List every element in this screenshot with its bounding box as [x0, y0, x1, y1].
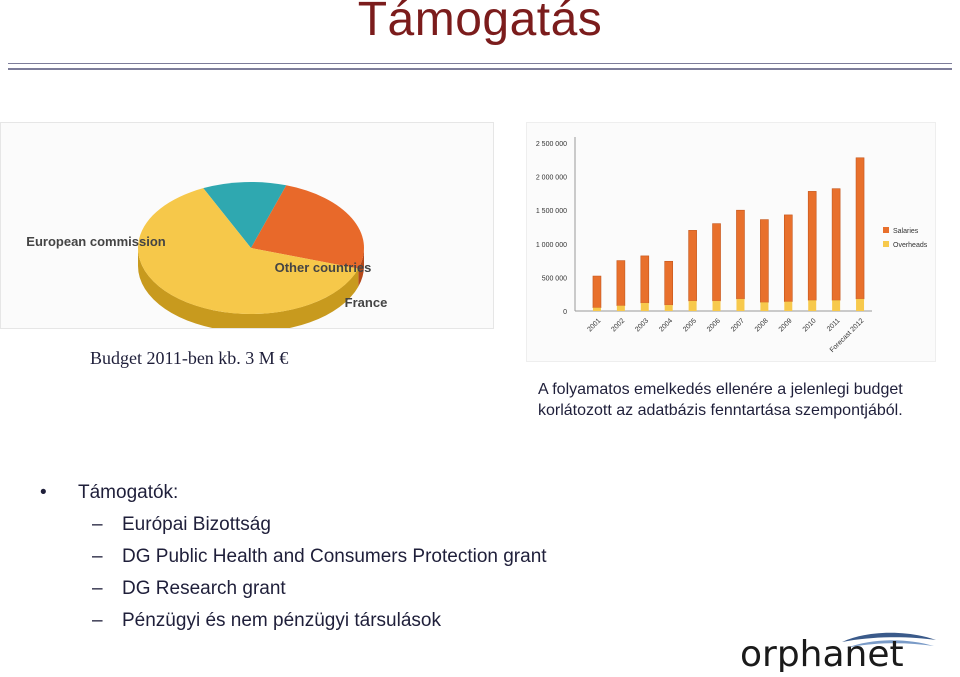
pie-label-france: France [345, 295, 388, 310]
budget-note: Budget 2011-ben kb. 3 M € [90, 348, 289, 368]
bar-overheads [760, 302, 769, 311]
bullet-marker: • [40, 482, 47, 503]
list-item: – Pénzügyi és nem pénzügyi társulások [40, 610, 547, 642]
logo-swoosh-light [846, 640, 934, 648]
bar-salaries [736, 209, 745, 300]
pie-chart-panel: Other countries European commission Fran… [0, 122, 494, 332]
bar-salaries [592, 275, 602, 308]
supporter-dg-sanco: DG Public Health and Consumers Protectio… [122, 546, 547, 567]
list-item: – Európai Bizottság [40, 514, 547, 546]
x-tick-label: 2011 [826, 317, 842, 333]
bar-salaries [855, 157, 865, 300]
bar-overheads [808, 300, 817, 311]
bar-overheads [784, 301, 793, 311]
supporter-ec: Európai Bizottság [122, 514, 271, 535]
x-tick-label: 2009 [778, 317, 794, 333]
supporters-list: • Támogatók: – Európai Bizottság – DG Pu… [40, 482, 547, 642]
bar-salaries [831, 188, 841, 301]
legend-label: Salaries [893, 228, 919, 235]
y-tick-label: 0 [563, 309, 567, 316]
legend-swatch [883, 227, 889, 233]
x-tick-label: 2001 [586, 317, 602, 333]
pie-label-other-1: Other countries [275, 260, 372, 275]
pie-label-ec: European commission [26, 234, 165, 249]
bar-overheads [616, 305, 625, 311]
bar-salaries [760, 219, 769, 303]
pie-slice-side [137, 248, 359, 332]
bar-overheads [688, 300, 697, 311]
dash-marker: – [92, 578, 103, 599]
y-tick-label: 500 000 [542, 275, 567, 282]
logo-text: orphanet [740, 634, 904, 672]
legend-swatch [883, 241, 889, 247]
y-tick-label: 2 000 000 [536, 175, 567, 182]
x-tick-label: 2008 [754, 317, 770, 333]
supporters-heading: Támogatók: [78, 482, 179, 503]
bar-salaries [664, 260, 674, 306]
bar-overheads [664, 304, 673, 311]
x-tick-label: 2007 [730, 317, 746, 333]
bar-salaries [688, 230, 697, 302]
orphanet-logo-icon: orphanet [740, 632, 936, 675]
y-tick-label: 1 500 000 [536, 208, 567, 215]
bar-overheads [640, 302, 649, 311]
dash-marker: – [92, 610, 103, 631]
x-tick-label: 2003 [634, 317, 650, 333]
bar-overheads [736, 298, 745, 311]
dash-marker: – [92, 546, 103, 567]
pie-slice [137, 188, 359, 314]
supporters-heading-row: • Támogatók: [40, 482, 547, 514]
y-tick-label: 1 000 000 [536, 242, 567, 249]
bar-salaries [616, 260, 626, 306]
bar-overheads [832, 300, 841, 311]
bar-overheads [856, 298, 865, 311]
list-item: – DG Public Health and Consumers Protect… [40, 546, 547, 578]
page-title: Támogatás [357, 0, 603, 46]
chart-caption: A folyamatos emelkedés ellenére a jelenl… [538, 381, 903, 419]
title-divider [8, 63, 952, 70]
list-item: – DG Research grant [40, 578, 547, 610]
bar-salaries [783, 214, 793, 302]
supporter-dg-research: DG Research grant [122, 578, 286, 599]
bar-chart-panel: 0 500 000 1 000 000 1 500 000 2 000 000 2 500… [526, 122, 936, 362]
bar-overheads [712, 300, 721, 311]
x-tick-label: 2010 [802, 317, 818, 333]
bar-salaries [807, 191, 817, 301]
x-tick-label: 2006 [706, 317, 722, 333]
x-tick-label: 2005 [682, 317, 698, 333]
pie-slice [203, 182, 287, 248]
dash-marker: – [92, 514, 103, 535]
x-tick-label: 2002 [610, 317, 626, 333]
orphanet-logo: orphanet [738, 628, 938, 675]
bar-salaries [712, 223, 721, 302]
pie-slice-side [358, 248, 364, 287]
y-tick-label: 2 500 000 [536, 141, 567, 148]
bar-salaries [640, 255, 650, 304]
pie-slice [251, 185, 365, 269]
logo-swoosh [842, 632, 936, 642]
funding-pie-chart: Other countries European commission Fran… [26, 182, 388, 332]
supporter-partnerships: Pénzügyi és nem pénzügyi társulások [122, 610, 441, 631]
legend-label: Overheads [893, 242, 928, 249]
budget-bar-chart: 0 500 000 1 000 000 1 500 000 2 000 000 2 500… [536, 137, 928, 354]
bar-overheads [592, 307, 601, 311]
x-tick-label: 2004 [658, 317, 674, 333]
